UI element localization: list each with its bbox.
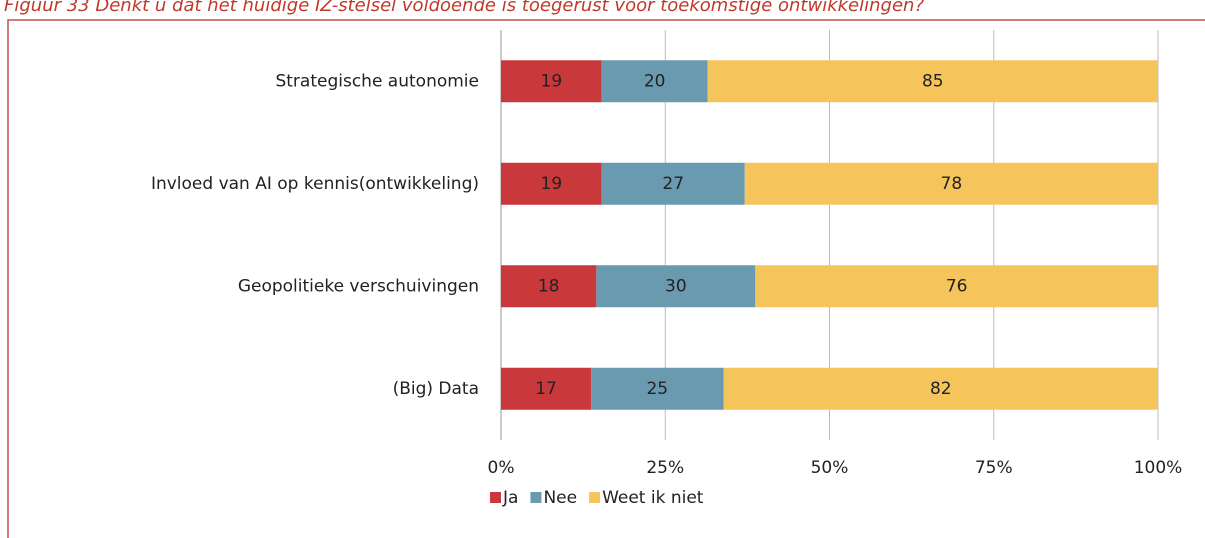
bar: [501, 367, 592, 410]
y-tick-label: Strategische autonomie: [275, 71, 479, 91]
bar: [601, 162, 745, 205]
x-tick-label: 25%: [646, 458, 684, 478]
data-label: 76: [946, 276, 968, 296]
data-label: 17: [535, 379, 557, 399]
y-tick-label: Invloed van AI op kennis(ontwikkeling): [151, 174, 479, 194]
legend-swatch: [589, 492, 601, 503]
bar: [601, 60, 708, 103]
y-tick-label: Geopolitieke verschuivingen: [238, 276, 479, 296]
data-label: 20: [644, 71, 666, 91]
data-label: 78: [941, 174, 963, 194]
data-label: 25: [646, 379, 668, 399]
data-label: 19: [541, 174, 563, 194]
legend-label: Weet ik niet: [602, 488, 704, 508]
bar: [501, 60, 602, 103]
data-label: 19: [541, 71, 563, 91]
bar: [707, 60, 1158, 103]
x-tick-label: 50%: [811, 458, 849, 478]
bar: [501, 162, 602, 205]
x-tick-label: 100%: [1134, 458, 1183, 478]
data-label: 27: [662, 174, 684, 194]
y-tick-label: (Big) Data: [393, 379, 479, 399]
chart-title: Figuur 33 Denkt u dat het huidige IZ-ste…: [4, 0, 924, 16]
legend-swatch: [490, 492, 501, 503]
data-label: 85: [922, 71, 944, 91]
bar: [723, 367, 1158, 410]
bar: [596, 265, 756, 308]
legend-label: Ja: [502, 488, 518, 508]
frame: [7, 19, 1205, 538]
data-label: 82: [930, 379, 952, 399]
data-label: 18: [538, 276, 560, 296]
legend-swatch: [530, 492, 542, 503]
legend-label: Nee: [543, 488, 577, 508]
x-tick-label: 0%: [488, 458, 515, 478]
data-label: 30: [665, 276, 687, 296]
x-tick-label: 75%: [975, 458, 1013, 478]
bar: [501, 265, 597, 308]
bar: [755, 265, 1158, 308]
bar: [744, 162, 1158, 205]
bar: [591, 367, 724, 410]
